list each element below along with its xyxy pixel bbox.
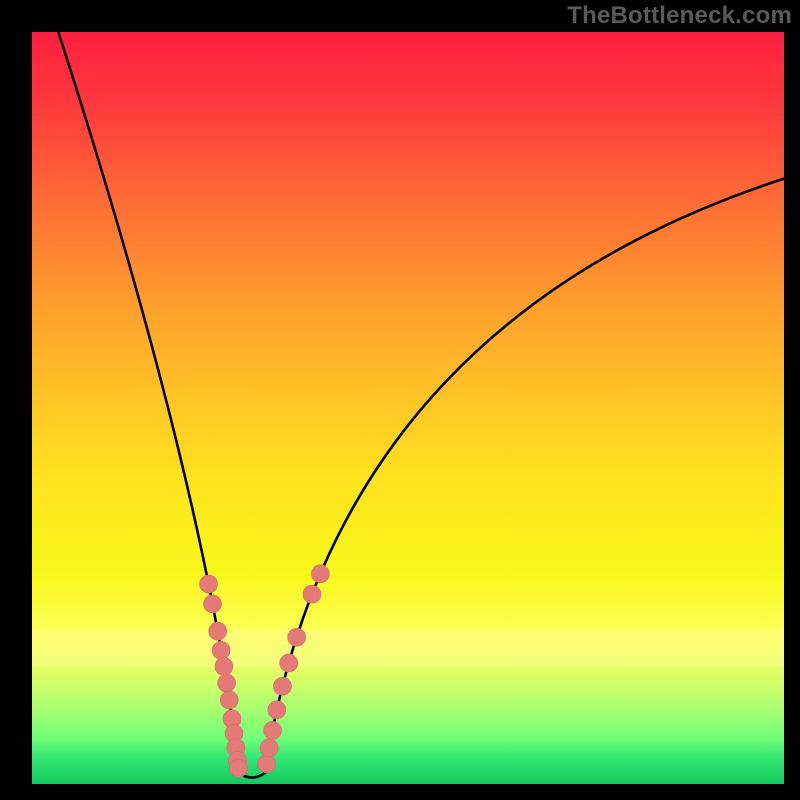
data-marker <box>258 755 276 773</box>
data-marker <box>220 691 238 709</box>
data-marker <box>209 622 227 640</box>
data-marker <box>218 674 236 692</box>
data-marker <box>229 759 247 777</box>
data-marker <box>212 641 230 659</box>
data-marker <box>268 701 286 719</box>
data-marker <box>303 585 321 603</box>
data-marker <box>280 654 298 672</box>
data-marker <box>260 739 278 757</box>
watermark-text: TheBottleneck.com <box>567 2 792 30</box>
data-marker <box>200 575 218 593</box>
data-marker <box>273 677 291 695</box>
data-marker <box>264 721 282 739</box>
chart-svg <box>32 32 784 784</box>
data-marker <box>204 595 222 613</box>
bottleneck-curve <box>58 32 784 778</box>
chart-canvas: TheBottleneck.com <box>0 0 800 800</box>
data-marker <box>288 628 306 646</box>
data-marker <box>311 565 329 583</box>
plot-area <box>32 32 784 784</box>
data-marker <box>215 657 233 675</box>
